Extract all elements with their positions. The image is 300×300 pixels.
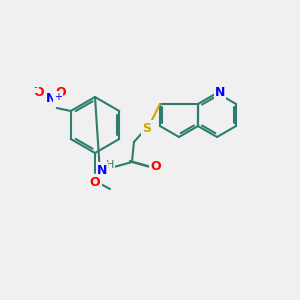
Text: O: O <box>90 176 100 190</box>
Text: N: N <box>46 92 56 104</box>
Text: H: H <box>106 160 114 170</box>
Text: N: N <box>97 164 107 176</box>
Text: N: N <box>215 85 225 98</box>
Text: +: + <box>54 92 62 102</box>
Text: S: S <box>142 122 152 134</box>
Text: O: O <box>33 85 44 98</box>
Text: O: O <box>56 85 66 98</box>
Text: O: O <box>151 160 161 173</box>
Text: -: - <box>34 82 38 92</box>
